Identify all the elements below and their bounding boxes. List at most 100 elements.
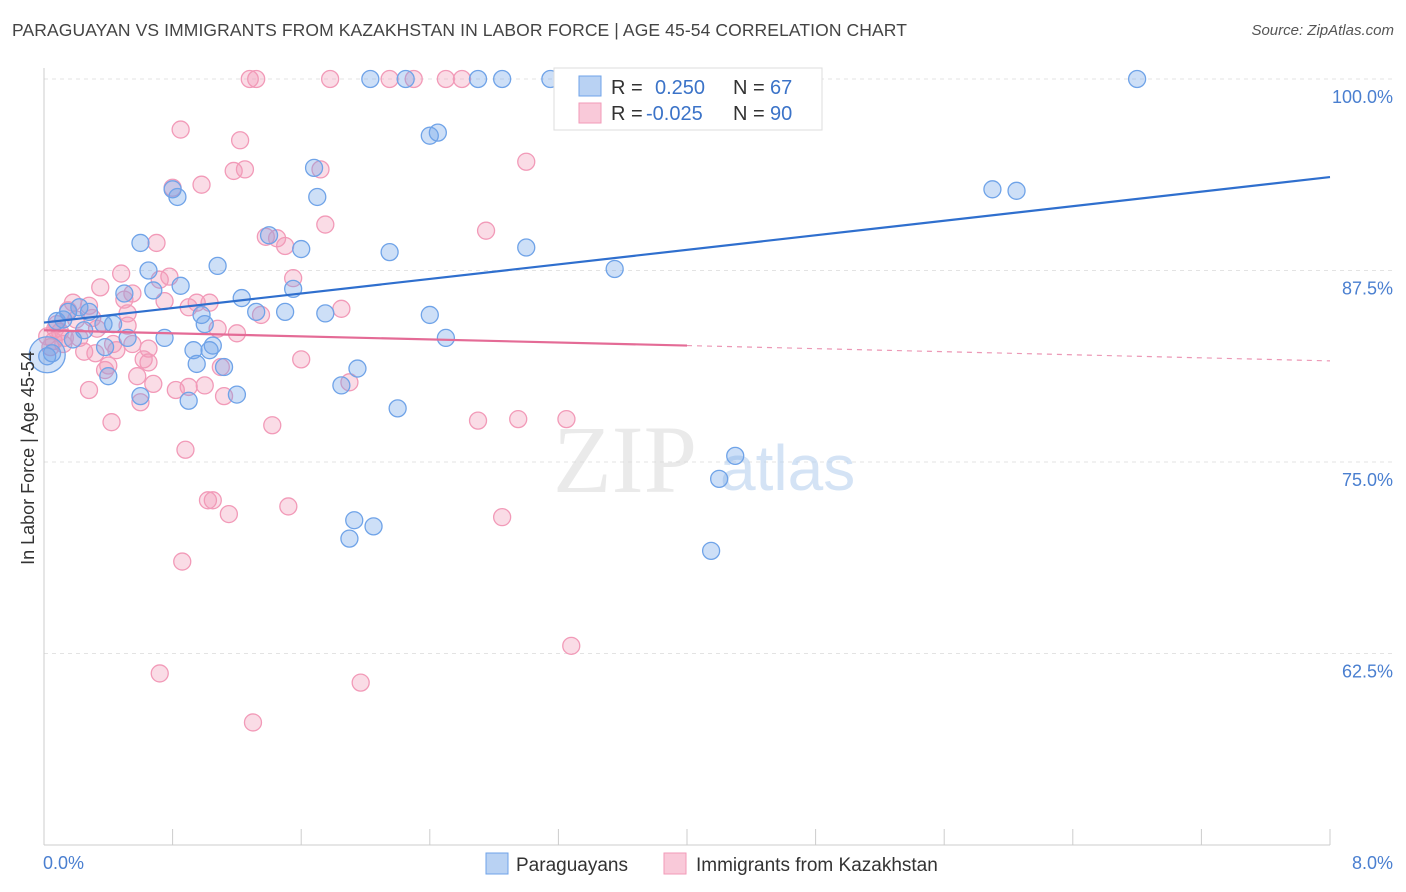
paraguayan-point-24 bbox=[195, 314, 214, 334]
watermark: ZIP atlas bbox=[553, 406, 855, 513]
legend-n-value-pink: 90 bbox=[770, 103, 792, 125]
kazakhstan-point-47 bbox=[227, 324, 247, 343]
paraguayan-point-37 bbox=[304, 158, 324, 178]
paraguayan-point-63 bbox=[1127, 69, 1147, 89]
paraguayan-point-42 bbox=[345, 511, 364, 530]
trend-line-kazakhstan bbox=[43, 329, 688, 347]
paraguayan-point-15 bbox=[139, 261, 158, 280]
series-legend: Paraguayans Immigrants from Kazakhstan bbox=[485, 852, 938, 876]
kazakhstan-point-49 bbox=[235, 160, 255, 179]
kazakhstan-point-57 bbox=[279, 497, 298, 516]
paraguayan-point-66 bbox=[187, 354, 206, 374]
kazakhstan-point-79 bbox=[243, 713, 263, 732]
kazakhstan-point-48 bbox=[230, 131, 250, 150]
paraguayan-point-56 bbox=[605, 259, 624, 279]
kazakhstan-point-14 bbox=[91, 278, 110, 297]
bottom-legend-swatch-pink bbox=[663, 852, 687, 875]
kazakhstan-point-54 bbox=[263, 416, 282, 435]
legend-n-label-blue: N = bbox=[733, 77, 765, 99]
y-tick-label-2: 75.0% bbox=[1342, 470, 1393, 490]
paraguayan-point-64 bbox=[131, 386, 150, 406]
kazakhstan-point-63 bbox=[332, 299, 351, 318]
paraguayan-point-36 bbox=[308, 187, 327, 207]
paraguayan-point-62 bbox=[1007, 181, 1026, 200]
kazakhstan-point-23 bbox=[128, 367, 147, 386]
paraguayan-point-28 bbox=[214, 357, 234, 377]
paraguayan-point-22 bbox=[184, 341, 203, 360]
legend-r-value-blue: 0.250 bbox=[655, 77, 705, 99]
trend-line-paraguayans bbox=[43, 175, 1331, 324]
paraguayan-point-48 bbox=[420, 305, 439, 325]
paraguayan-point-31 bbox=[247, 302, 266, 322]
paraguayan-point-53 bbox=[492, 69, 512, 89]
kazakhstan-point-36 bbox=[179, 377, 198, 397]
paraguayan-point-32 bbox=[259, 226, 279, 245]
kazakhstan-point-58 bbox=[284, 269, 303, 288]
paraguayan-point-39 bbox=[332, 376, 351, 395]
kazakhstan-point-81 bbox=[79, 380, 99, 400]
paraguayan-point-54 bbox=[517, 238, 536, 257]
paraguayan-point-26 bbox=[203, 336, 222, 355]
paraguayan-point-13 bbox=[118, 328, 137, 348]
chart-title: PARAGUAYAN VS IMMIGRANTS FROM KAZAKHSTAN… bbox=[12, 20, 908, 40]
watermark-zip: ZIP bbox=[553, 406, 697, 513]
kazakhstan-point-62 bbox=[320, 69, 340, 89]
paraguayan-point-21 bbox=[179, 391, 198, 410]
bottom-legend-label-blue: Paraguayans bbox=[516, 855, 628, 876]
kazakhstan-point-83 bbox=[139, 339, 158, 358]
paraguayan-point-16 bbox=[144, 281, 163, 300]
legend-r-value-pink: -0.025 bbox=[646, 103, 703, 125]
kazakhstan-point-28 bbox=[147, 233, 166, 253]
paraguayan-point-47 bbox=[396, 69, 415, 89]
series-paraguayans bbox=[28, 69, 1147, 561]
bottom-legend-label-pink: Immigrants from Kazakhstan bbox=[696, 855, 938, 876]
paraguayan-point-14 bbox=[131, 233, 150, 253]
paraguayan-point-20 bbox=[171, 276, 190, 295]
legend-r-label-pink: R = bbox=[611, 103, 643, 125]
kazakhstan-point-51 bbox=[247, 69, 266, 89]
y-tick-label-1: 87.5% bbox=[1342, 279, 1393, 299]
kazakhstan-point-56 bbox=[275, 236, 295, 256]
kazakhstan-point-80 bbox=[102, 413, 121, 432]
kazakhstan-point-16 bbox=[99, 356, 118, 375]
chart-source: Source: ZipAtlas.com bbox=[1251, 22, 1394, 39]
kazakhstan-point-66 bbox=[380, 69, 399, 89]
kazakhstan-point-27 bbox=[144, 374, 163, 394]
kazakhstan-point-39 bbox=[195, 376, 214, 395]
legend-r-label-blue: R = bbox=[611, 77, 643, 99]
paraguayan-point-44 bbox=[361, 69, 380, 89]
kazakhstan-point-38 bbox=[192, 175, 211, 194]
x-tick-label-0: 0.0% bbox=[43, 853, 84, 873]
kazakhstan-point-78 bbox=[173, 552, 192, 571]
paraguayan-point-6 bbox=[70, 298, 89, 317]
paraguayan-point-61 bbox=[983, 180, 1002, 199]
bottom-legend-swatch-blue bbox=[485, 852, 509, 875]
kazakhstan-point-77 bbox=[150, 664, 169, 683]
kazakhstan-point-70 bbox=[468, 411, 488, 430]
kazakhstan-point-65 bbox=[351, 673, 370, 692]
legend-n-label-pink: N = bbox=[733, 103, 765, 125]
kazakhstan-point-18 bbox=[107, 341, 126, 360]
paraguayan-cluster-point bbox=[28, 336, 66, 374]
paraguayan-point-19 bbox=[168, 187, 187, 207]
kazakhstan-point-72 bbox=[492, 508, 512, 527]
x-tick-label-1: 8.0% bbox=[1352, 853, 1393, 873]
paraguayan-point-30 bbox=[232, 288, 251, 308]
kazakhstan-point-61 bbox=[316, 215, 335, 234]
kazakhstan-point-71 bbox=[476, 221, 496, 240]
kazakhstan-point-19 bbox=[112, 264, 131, 283]
paraguayan-point-35 bbox=[292, 239, 311, 259]
paraguayan-point-60 bbox=[701, 541, 721, 561]
kazakhstan-point-34 bbox=[171, 120, 190, 139]
paraguayan-point-10 bbox=[103, 314, 123, 334]
kazakhstan-point-74 bbox=[517, 152, 536, 171]
watermark-atlas: atlas bbox=[720, 432, 855, 504]
paraguayan-point-33 bbox=[275, 302, 295, 322]
kazakhstan-point-73 bbox=[509, 409, 528, 429]
tick-labels: 100.0% 87.5% 75.0% 62.5% 0.0% 8.0% bbox=[43, 87, 1393, 873]
legend-swatch-pink bbox=[578, 102, 602, 124]
paraguayan-point-27 bbox=[208, 256, 227, 276]
kazakhstan-point-35 bbox=[176, 440, 195, 459]
y-axis-label: In Labor Force | Age 45-54 bbox=[18, 351, 38, 565]
